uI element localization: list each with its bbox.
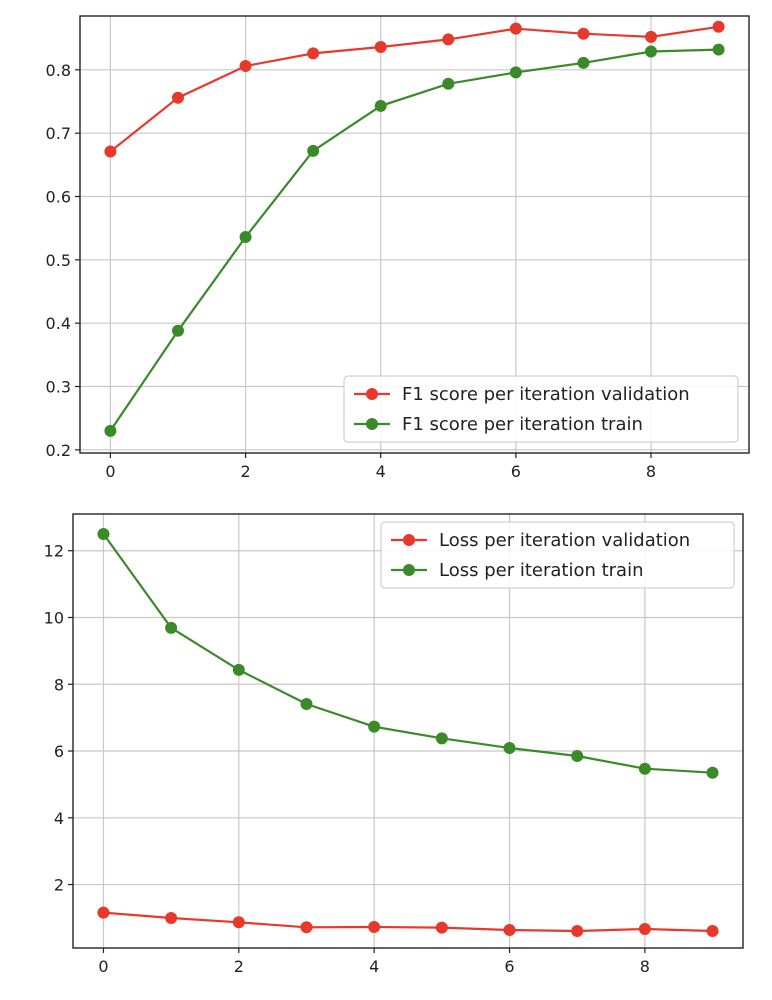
data-point-train: [232, 663, 245, 676]
axes-frame: [72, 513, 744, 949]
data-point-validation: [571, 924, 584, 937]
x-tick-label: 8: [646, 462, 656, 481]
y-tick-label: 0.4: [46, 314, 71, 333]
legend-label-validation: F1 score per iteration validation: [402, 384, 690, 405]
x-tick-label: 4: [376, 462, 386, 481]
data-point-train: [171, 324, 184, 337]
legend-label-train: Loss per iteration train: [439, 560, 644, 581]
y-tick-label: 0.7: [46, 124, 71, 143]
data-point-train: [104, 424, 117, 437]
y-tick-label: 4: [54, 809, 64, 828]
legend: F1 score per iteration validation F1 scor…: [343, 375, 739, 443]
y-tick-label: 0.2: [46, 441, 71, 460]
chart-2: 0 2 4 6 8 2 4 6 8 10 12 Loss per iteration validati…: [44, 513, 744, 976]
data-point-validation: [232, 916, 245, 929]
data-point-validation: [712, 20, 725, 33]
data-point-validation: [307, 47, 320, 60]
data-point-validation: [577, 27, 590, 40]
x-tick-label: 6: [511, 462, 521, 481]
series-line-train: [102, 533, 713, 774]
y-tick-label: 0.3: [46, 378, 71, 397]
y-tick-label: 6: [54, 742, 64, 761]
data-point-train: [706, 766, 719, 779]
data-point-train: [442, 77, 455, 90]
legend-marker-train: [403, 564, 415, 576]
data-point-validation: [645, 30, 658, 43]
y-tick-label: 12: [44, 542, 64, 561]
data-point-train: [300, 697, 313, 710]
data-point-validation: [300, 921, 313, 934]
y-tick-label: 0.6: [46, 188, 71, 207]
data-point-train: [435, 732, 448, 745]
data-point-validation: [374, 41, 387, 54]
axes-frame: [79, 15, 750, 454]
data-point-validation: [104, 145, 117, 158]
data-point-validation: [171, 91, 184, 104]
legend-box: [343, 375, 739, 443]
legend-box: [380, 521, 735, 589]
x-tick-label: 2: [234, 957, 244, 976]
data-point-train: [577, 56, 590, 69]
y-tick-label: 8: [54, 675, 64, 694]
data-point-train: [97, 528, 110, 541]
data-point-train: [239, 231, 252, 244]
data-point-validation: [509, 22, 522, 35]
x-tick-label: 6: [504, 957, 514, 976]
series-line-validation: [109, 25, 719, 153]
data-point-validation: [165, 911, 178, 924]
data-point-validation: [638, 922, 651, 935]
legend-marker-train: [366, 418, 378, 430]
x-tick-label: 0: [98, 957, 108, 976]
legend-marker-validation: [403, 534, 415, 546]
data-point-train: [638, 762, 651, 775]
data-point-train: [712, 43, 725, 56]
data-point-train: [503, 742, 516, 755]
legend-label-train: F1 score per iteration train: [402, 414, 643, 435]
data-point-train: [571, 750, 584, 763]
data-point-validation: [503, 923, 516, 936]
data-point-validation: [706, 924, 719, 937]
x-tick-label: 2: [240, 462, 250, 481]
data-point-train: [509, 66, 522, 79]
data-point-train: [374, 99, 387, 112]
data-point-validation: [97, 906, 110, 919]
data-point-validation: [239, 60, 252, 73]
x-tick-label: 0: [105, 462, 115, 481]
y-tick-label: 0.8: [46, 61, 71, 80]
series-line-train: [109, 48, 719, 432]
data-point-train: [645, 45, 658, 58]
y-tick-label: 10: [44, 608, 64, 627]
data-point-train: [307, 144, 320, 157]
data-point-train: [368, 720, 381, 733]
data-point-validation: [368, 920, 381, 933]
x-tick-label: 8: [640, 957, 650, 976]
legend: Loss per iteration validation Loss per it…: [380, 521, 735, 589]
data-point-train: [165, 621, 178, 634]
data-point-validation: [442, 33, 455, 46]
legend-label-validation: Loss per iteration validation: [439, 530, 690, 551]
data-point-validation: [435, 921, 448, 934]
y-tick-label: 0.5: [46, 251, 71, 270]
legend-marker-validation: [366, 388, 378, 400]
chart-1: 0 2 4 6 8 0.2 0.3 0.4 0.5 0.6 0.7 0.8 F1 score per i…: [46, 15, 750, 481]
x-tick-label: 4: [369, 957, 379, 976]
series-line-validation: [103, 911, 713, 933]
y-tick-label: 2: [54, 876, 64, 895]
